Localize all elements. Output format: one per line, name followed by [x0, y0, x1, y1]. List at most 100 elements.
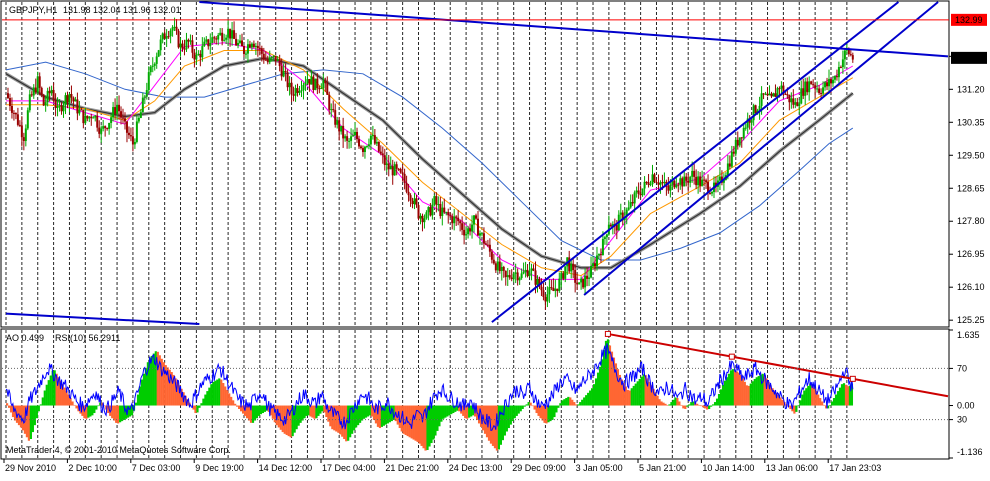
ao-bar — [539, 405, 542, 419]
candle-body — [300, 90, 303, 92]
ao-bar — [680, 404, 683, 406]
candle-body — [742, 127, 745, 139]
candle-body — [752, 105, 755, 121]
candle-body — [816, 88, 819, 90]
candle-body — [219, 32, 222, 36]
candle-body — [359, 146, 362, 149]
ao-bar — [511, 405, 514, 422]
candle-body — [8, 97, 11, 106]
candle-body — [673, 180, 676, 188]
candle-body — [488, 244, 491, 252]
candle-body — [371, 135, 374, 137]
ao-bar — [414, 405, 417, 441]
candle-body — [627, 207, 630, 210]
candle-body — [590, 265, 593, 278]
candle-body — [16, 114, 19, 125]
ao-bar — [531, 405, 534, 407]
trendlines[interactable] — [5, 1, 949, 326]
candle-body — [266, 59, 269, 63]
ao-bar — [844, 384, 848, 406]
ao-bar — [271, 405, 274, 419]
candle-body — [56, 106, 59, 108]
candle-body — [449, 215, 452, 217]
ao-bar — [805, 388, 808, 406]
ao-bar — [69, 398, 72, 406]
ao-bar — [67, 394, 70, 406]
ao-bar — [727, 373, 731, 406]
ao-bar — [418, 405, 421, 444]
ao-bar — [273, 405, 276, 423]
ao-bar — [519, 405, 522, 412]
price-tick-label: 128.65 — [957, 183, 985, 193]
candle-body — [570, 263, 573, 272]
ao-bar — [596, 372, 600, 406]
ao-bar — [456, 405, 459, 411]
ao-bar — [577, 404, 580, 406]
candle-body — [633, 192, 636, 204]
time-tick-label: 24 Dec 13:00 — [449, 463, 503, 473]
ao-bar — [706, 405, 709, 410]
candle-body — [389, 166, 392, 170]
candle-body — [131, 136, 134, 145]
candle-body — [354, 131, 357, 136]
candle-body — [492, 259, 495, 264]
candle-body — [548, 287, 551, 295]
ao-bar — [797, 405, 800, 407]
ao-bar — [811, 384, 814, 406]
ao-bar — [313, 405, 316, 419]
ao-bar — [317, 405, 320, 416]
ao-bar — [670, 402, 673, 406]
candle-body — [415, 198, 418, 206]
candle-body — [459, 221, 462, 224]
candle-body — [615, 224, 618, 231]
ao-bar — [753, 378, 756, 406]
candle-body — [744, 127, 747, 129]
ao-bar — [307, 405, 310, 416]
ao-bar — [192, 405, 195, 410]
candle-body — [677, 184, 680, 186]
candle-body — [780, 85, 783, 89]
ao-bar — [561, 400, 564, 406]
candle-body — [195, 54, 198, 60]
ao-bar — [501, 405, 504, 441]
candle-body — [841, 59, 844, 68]
ao-bar — [513, 405, 516, 419]
ao-bar — [840, 384, 844, 406]
candle-body — [213, 37, 216, 39]
candle-body — [237, 42, 240, 46]
candle-body — [784, 93, 787, 95]
candle-body — [693, 170, 696, 177]
ao-bar — [341, 405, 344, 437]
time-tick-label: 29 Nov 2010 — [5, 463, 56, 473]
candle-body — [709, 192, 712, 194]
candle-body — [80, 109, 83, 111]
ao-bar — [789, 405, 792, 409]
ao-bar — [327, 405, 330, 422]
candle-body — [112, 107, 115, 118]
ao-bar — [130, 405, 134, 416]
candle-body — [839, 67, 842, 69]
candle-body — [421, 215, 424, 223]
candle-body — [508, 275, 511, 278]
candle-body — [601, 238, 604, 256]
candle-body — [235, 38, 238, 46]
ao-bar — [305, 405, 308, 416]
candle-body — [397, 168, 400, 170]
rsi-resistance[interactable] — [604, 330, 949, 398]
candle-body — [338, 120, 341, 132]
ao-bar — [424, 405, 427, 451]
candle-body — [486, 244, 489, 246]
ao-bar — [565, 398, 568, 406]
candle-body — [242, 46, 245, 54]
ao-bar — [228, 393, 231, 406]
ao-bar — [224, 386, 227, 406]
candle-body — [173, 26, 176, 28]
ao-bar — [333, 405, 336, 431]
ao-bar — [650, 385, 653, 406]
candle-body — [225, 37, 228, 40]
candle-body — [125, 121, 128, 133]
candle-body — [256, 45, 259, 49]
ao-bar — [834, 394, 838, 406]
